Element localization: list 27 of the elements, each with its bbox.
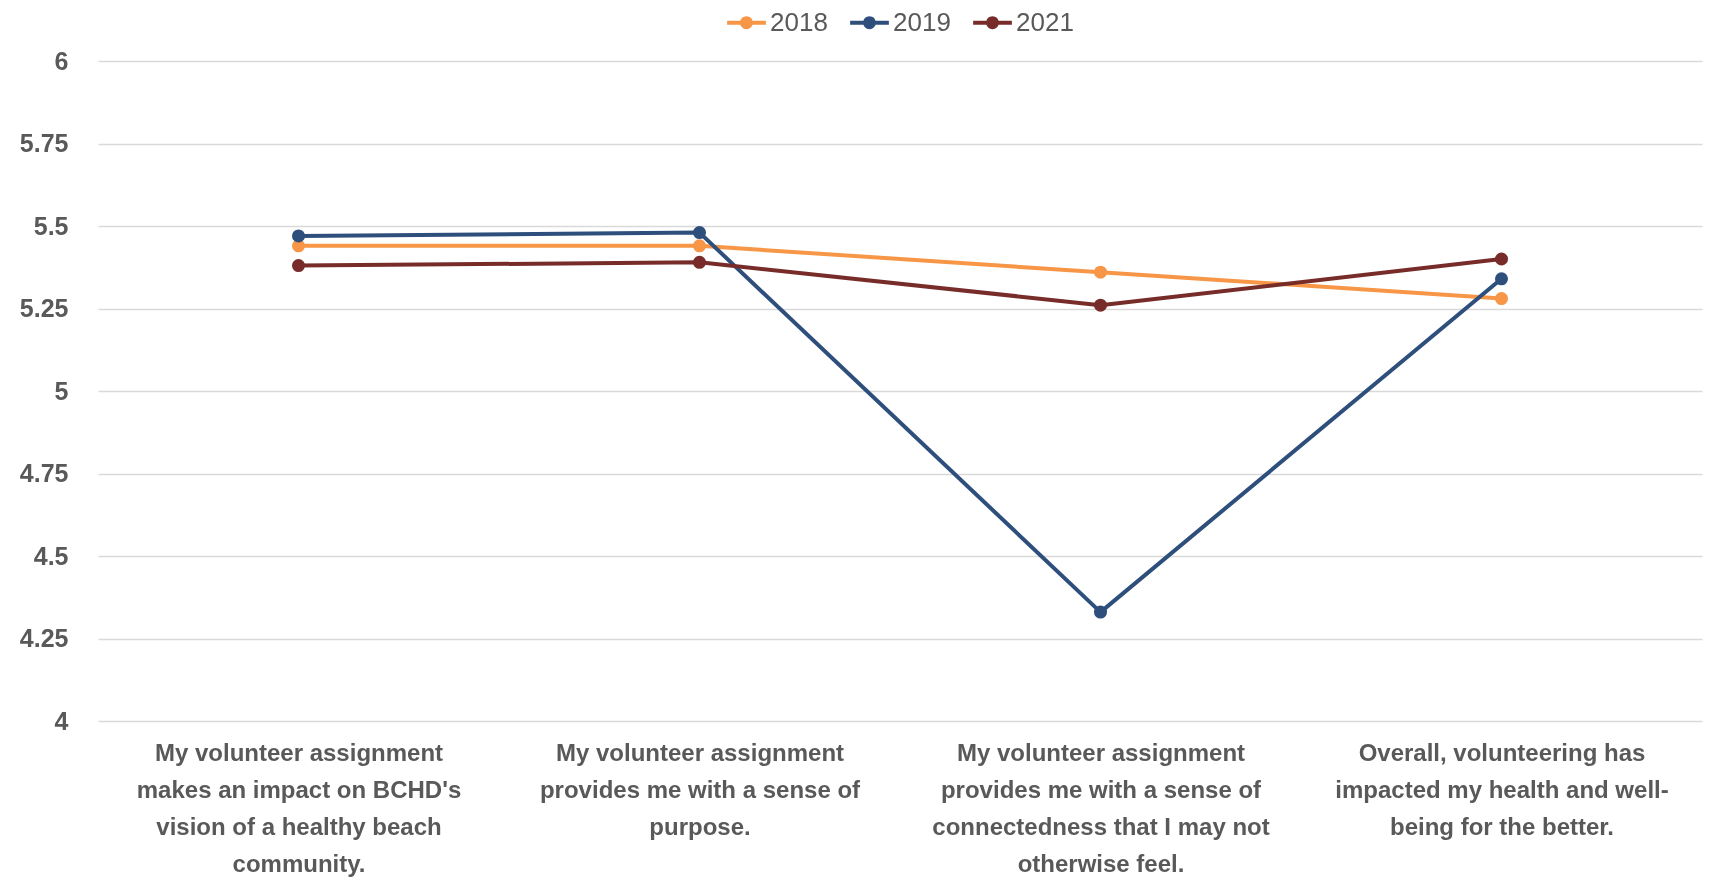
y-tick-label: 4 — [54, 706, 69, 735]
y-tick-label: 5 — [54, 376, 69, 405]
point — [692, 226, 707, 240]
legend-label: 2018 — [770, 6, 828, 37]
y-tick-label: 6 — [54, 46, 69, 75]
y-tick-label: 5.25 — [19, 294, 69, 322]
x-tick-label: My volunteer assignment provides me with a sense of connectedness that I may not otherwise feel. — [932, 738, 1270, 877]
point — [291, 229, 306, 243]
point — [692, 239, 707, 253]
x-tick-label: My volunteer assignment provides me with a sense of purpose. — [539, 738, 862, 840]
point — [1093, 298, 1108, 312]
y-tick-label: 4.5 — [33, 541, 69, 570]
point — [1494, 252, 1509, 266]
point — [1093, 605, 1108, 619]
point — [1093, 265, 1108, 279]
point — [1494, 272, 1509, 286]
legend-label: 2019 — [893, 6, 951, 37]
point — [1494, 292, 1509, 306]
y-tick-label: 5.75 — [19, 129, 69, 157]
y-tick-label: 4.75 — [19, 459, 69, 487]
y-tick-label: 4.25 — [19, 624, 69, 652]
point — [692, 255, 707, 269]
y-tick-label: 5.5 — [33, 211, 69, 240]
x-tick-label: My volunteer assignment makes an impact on BCHD's vision of a healthy beach community. — [136, 738, 462, 877]
x-tick-label: Overall, volunteering has impacted my health and well-being for the better. — [1335, 738, 1669, 840]
legend-label: 2021 — [1016, 6, 1074, 37]
point — [291, 259, 306, 273]
